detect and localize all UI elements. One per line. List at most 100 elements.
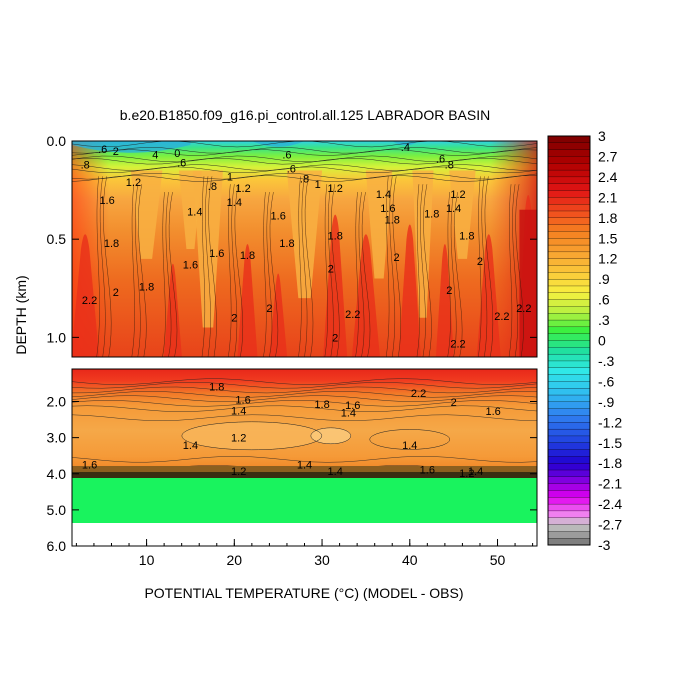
contour-line bbox=[201, 176, 206, 357]
colorbar-bin bbox=[547, 238, 591, 246]
contour-label: 2 bbox=[332, 332, 338, 344]
contour-loop bbox=[310, 427, 352, 445]
contour-label: 2.2 bbox=[411, 388, 426, 400]
contour-line bbox=[72, 157, 537, 165]
colorbar-bin bbox=[547, 142, 591, 151]
contour-line bbox=[304, 176, 314, 357]
contour-line bbox=[327, 184, 334, 357]
y-tick-label: 4.0 bbox=[47, 466, 67, 482]
contour-label: 0 bbox=[174, 148, 180, 160]
contour-label: 1.8 bbox=[314, 399, 329, 411]
colorbar-label: 1.8 bbox=[598, 210, 618, 226]
contour-label: 1.8 bbox=[459, 230, 474, 242]
contour-line bbox=[72, 414, 537, 422]
contour-loop bbox=[181, 421, 323, 451]
contour-line bbox=[231, 184, 238, 357]
contour-label: .8 bbox=[81, 160, 90, 172]
contour-label: 1.2 bbox=[459, 468, 474, 480]
colorbar-bin bbox=[547, 163, 591, 171]
contour-label: 1.4 bbox=[231, 406, 246, 418]
colorbar-bin bbox=[547, 340, 591, 348]
contour-label: .6 bbox=[287, 163, 296, 175]
colorbar-bin bbox=[547, 326, 591, 335]
upper-field-features bbox=[72, 141, 537, 357]
contour-line bbox=[165, 192, 172, 357]
warm-column bbox=[398, 224, 421, 357]
colorbar-bin bbox=[547, 272, 591, 280]
colorbar-label: -2.4 bbox=[598, 496, 622, 512]
contour-line bbox=[72, 155, 537, 163]
contour-line bbox=[72, 386, 537, 394]
contour-line bbox=[96, 176, 100, 357]
colorbar-label: -2.7 bbox=[598, 517, 622, 533]
y-tick-label: 1.0 bbox=[47, 329, 67, 345]
colorbar-label: 2.4 bbox=[598, 169, 618, 185]
colorbar-bin bbox=[547, 197, 591, 205]
colorbar-frame bbox=[547, 135, 591, 546]
contour-line bbox=[423, 184, 432, 357]
y-tick-label: 5.0 bbox=[47, 502, 67, 518]
colorbar-label: 2.1 bbox=[598, 189, 618, 205]
lower-contour-labels: 1.81.61.41.21.41.8 1.61.42.221.61.41.41.6… bbox=[82, 381, 501, 480]
y-tick-label: 0.5 bbox=[47, 231, 67, 247]
colorbar-bin bbox=[547, 285, 591, 294]
contour-label: 1.4 bbox=[187, 207, 202, 219]
cool-wedge bbox=[193, 170, 223, 328]
contour-line bbox=[508, 184, 513, 357]
colorbar-bin bbox=[547, 347, 591, 355]
contour-label: 1.4 bbox=[341, 407, 356, 419]
colorbar-bin bbox=[547, 292, 591, 301]
colorbar-bin bbox=[547, 169, 591, 178]
contour-label: 2.2 bbox=[494, 311, 509, 323]
contour-label: 1.8 bbox=[209, 381, 224, 393]
colorbar-bin bbox=[547, 353, 591, 362]
colorbar-bin bbox=[547, 401, 591, 410]
upper-panel: .6 2 4 0.6.81.21.6.811.21.41.4.6.6.8 1 1.21.6… bbox=[71, 140, 538, 358]
colorbar-label: -1.5 bbox=[598, 435, 622, 451]
contour-label: 1.6 bbox=[485, 406, 500, 418]
warm-edge-column bbox=[519, 209, 537, 357]
cool-wedge bbox=[449, 170, 476, 259]
contour-label: 2 bbox=[446, 285, 452, 297]
contour-line bbox=[72, 456, 537, 463]
contour-label: 1.6 bbox=[82, 460, 97, 472]
contour-label: 1.2 bbox=[450, 189, 465, 201]
contour-line bbox=[453, 192, 463, 357]
cool-wedge bbox=[179, 170, 202, 249]
warm-column bbox=[269, 273, 288, 357]
colorbar-bin bbox=[547, 319, 591, 328]
contour-line bbox=[447, 192, 451, 357]
contour-loop bbox=[369, 429, 451, 450]
lower-panel: 1.81.61.41.21.41.8 1.61.42.221.61.41.41.6… bbox=[71, 368, 538, 547]
contour-line bbox=[131, 184, 135, 357]
contour-label: 1.2 bbox=[231, 433, 246, 445]
colorbar-bin bbox=[547, 483, 591, 491]
contour-line bbox=[138, 184, 147, 357]
contour-line bbox=[298, 176, 302, 357]
contour-label: 1.2 bbox=[235, 183, 250, 195]
contour-label: 2 bbox=[231, 313, 237, 325]
colorbar-bin bbox=[547, 524, 591, 532]
contour-label: .4 bbox=[401, 142, 410, 154]
contour-label: 2 bbox=[394, 252, 400, 264]
warm-anomaly-blob bbox=[310, 427, 351, 444]
colorbar-bin bbox=[547, 388, 591, 396]
warm-column bbox=[435, 244, 454, 357]
colorbar-label: -1.2 bbox=[598, 414, 622, 430]
contour-line bbox=[481, 176, 488, 357]
contour-label: 2.2 bbox=[345, 309, 360, 321]
warm-anomaly-blob bbox=[181, 421, 322, 450]
bottom-layer-dark bbox=[72, 472, 537, 478]
contour-line bbox=[301, 176, 308, 357]
colorbar-bin bbox=[547, 538, 591, 546]
contour-label: 1.6 bbox=[271, 211, 286, 223]
contour-line bbox=[355, 192, 359, 357]
contour-label: 2 bbox=[266, 303, 272, 315]
contour-line bbox=[228, 184, 232, 357]
contour-label: 1 bbox=[315, 179, 321, 191]
colorbar-bin bbox=[547, 265, 591, 273]
contour-label: 2 bbox=[113, 287, 119, 299]
contour-label: 1.2 bbox=[328, 183, 343, 195]
contour-line bbox=[72, 405, 537, 412]
contour-line bbox=[162, 192, 166, 357]
